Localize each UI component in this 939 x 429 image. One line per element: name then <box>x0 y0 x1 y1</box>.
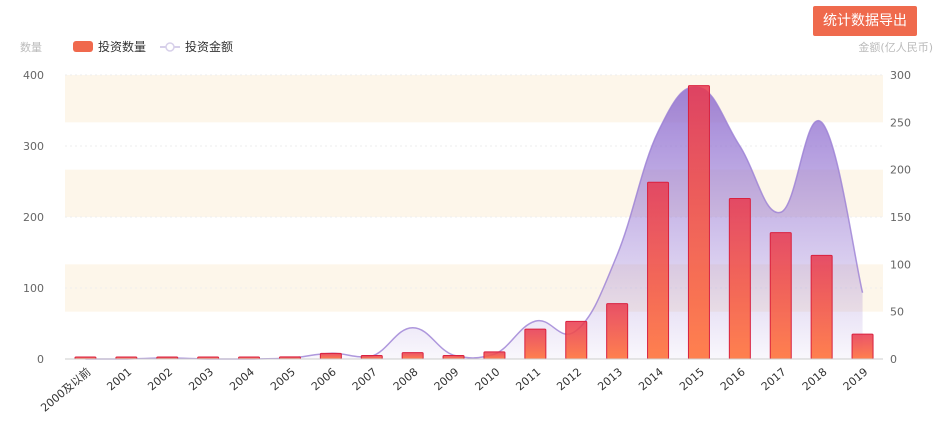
y-right-tick-label: 250 <box>890 116 911 129</box>
x-tick-label: 2002 <box>145 365 175 393</box>
chart-legend: 投资数量 投资金额 <box>73 38 247 55</box>
x-tick-label: 2009 <box>432 365 462 393</box>
y-right-tick-label: 0 <box>890 353 897 366</box>
x-tick-label: 2012 <box>554 365 584 393</box>
x-tick-label: 2014 <box>636 365 666 393</box>
x-tick-label: 2013 <box>595 365 625 393</box>
y-left-tick-label: 400 <box>23 69 44 82</box>
y-left-tick-label: 300 <box>23 140 44 153</box>
grid-band <box>65 75 883 123</box>
count-bar <box>728 198 751 360</box>
x-tick-label: 2018 <box>800 365 830 393</box>
right-axis-unit: 金额(亿人民币) <box>858 41 933 54</box>
x-tick-label: 2019 <box>841 365 871 393</box>
x-tick-label: 2000及以前 <box>38 365 94 415</box>
x-tick-label: 2001 <box>104 365 134 393</box>
count-bar <box>483 351 506 360</box>
legend-label-count: 投资数量 <box>98 40 147 54</box>
count-bar <box>647 181 670 360</box>
count-bar <box>687 85 710 360</box>
bar-swatch-icon <box>73 41 93 52</box>
legend-label-amount: 投资金额 <box>185 40 234 54</box>
count-bar <box>442 354 465 360</box>
x-tick-label: 2016 <box>718 365 748 393</box>
x-tick-label: 2011 <box>513 365 543 393</box>
y-right-tick-label: 50 <box>890 306 904 319</box>
y-right-tick-label: 200 <box>890 164 911 177</box>
count-bar <box>810 254 833 360</box>
x-tick-label: 2004 <box>227 365 257 393</box>
count-bar <box>851 333 874 360</box>
x-tick-label: 2006 <box>309 365 339 393</box>
x-tick-label: 2008 <box>391 365 421 393</box>
x-tick-label: 2015 <box>677 365 707 393</box>
x-tick-label: 2007 <box>350 365 380 393</box>
line-swatch-icon <box>160 41 181 52</box>
x-tick-label: 2017 <box>759 365 789 393</box>
y-right-tick-label: 300 <box>890 69 911 82</box>
legend-item-count[interactable]: 投资数量 <box>73 38 146 55</box>
x-tick-label: 2010 <box>473 365 503 393</box>
y-left-tick-label: 200 <box>23 211 44 224</box>
count-bar <box>319 352 342 360</box>
count-bar <box>769 232 792 360</box>
left-axis-unit: 数量 <box>20 41 42 54</box>
x-tick-label: 2003 <box>186 365 216 393</box>
legend-item-amount[interactable]: 投资金额 <box>160 38 233 55</box>
y-left-tick-label: 0 <box>37 353 44 366</box>
count-bar <box>524 328 547 360</box>
y-left-tick-label: 100 <box>23 282 44 295</box>
count-bar <box>565 320 588 360</box>
export-stats-button[interactable]: 统计数据导出 <box>813 6 917 36</box>
y-right-tick-label: 100 <box>890 258 911 271</box>
y-right-tick-label: 150 <box>890 211 911 224</box>
count-bar <box>606 303 629 360</box>
count-bar <box>360 354 383 360</box>
x-tick-label: 2005 <box>268 365 298 393</box>
count-bar <box>401 352 424 360</box>
